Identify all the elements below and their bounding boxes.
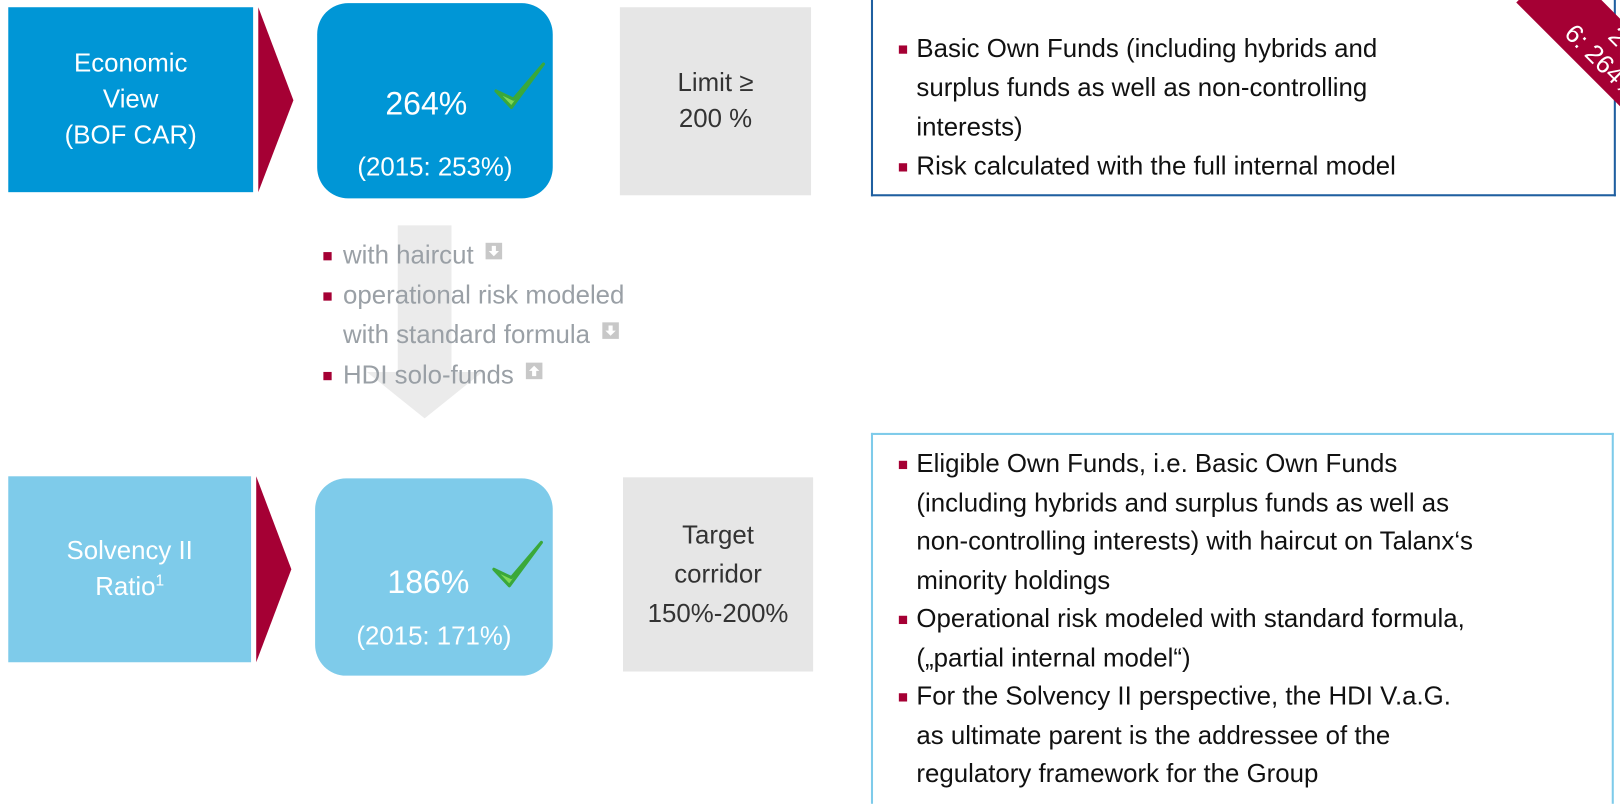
change-icon bbox=[602, 322, 619, 339]
ribbon: 20 6: 264% bbox=[1488, 0, 1620, 114]
bullet bbox=[898, 615, 908, 625]
bullet-text: (including hybrids and surplus funds as … bbox=[916, 488, 1450, 518]
label-line: Ratio1 bbox=[95, 569, 164, 605]
bullet-text: Operational risk modeled with standard f… bbox=[916, 604, 1465, 634]
limit-line: 150%-200% bbox=[647, 599, 789, 629]
bullet bbox=[898, 460, 908, 470]
bullet-text: Eligible Own Funds, i.e. Basic Own Funds bbox=[916, 449, 1398, 479]
bullet bbox=[898, 693, 908, 702]
ratio-box: 186% (2015: 171%) bbox=[315, 478, 553, 676]
change-icon bbox=[486, 242, 503, 260]
bullet-text: as ultimate parent is the addressee of t… bbox=[916, 720, 1391, 750]
bullet-text: interests) bbox=[916, 112, 1023, 142]
bullet-text: operational risk modeled bbox=[343, 281, 625, 310]
limit-box: Limit ≥ 200 % bbox=[619, 7, 812, 196]
bullet bbox=[323, 371, 332, 381]
limit-line: Target bbox=[682, 520, 754, 550]
bullet bbox=[323, 252, 332, 261]
bullet-text: („partial internal model“) bbox=[916, 643, 1191, 673]
bullet-text: regulatory framework for the Group bbox=[916, 759, 1319, 789]
bullet-text: with standard formula bbox=[343, 320, 590, 350]
ratio-box: 264% (2015: 253%) bbox=[317, 3, 553, 199]
bullet bbox=[323, 292, 332, 301]
label-line-text: Ratio bbox=[95, 572, 156, 602]
bullet-text: minority holdings bbox=[916, 565, 1111, 595]
chevron bbox=[258, 7, 294, 193]
limit-line: 200 % bbox=[678, 104, 753, 134]
label-line: (BOF CAR) bbox=[64, 120, 197, 150]
label-line: Solvency II bbox=[66, 536, 193, 566]
ribbon-band: 20 6: 264% bbox=[1516, 0, 1620, 114]
down-arrow bbox=[366, 225, 483, 419]
footnote-mark: 1 bbox=[155, 572, 165, 590]
chevron bbox=[256, 476, 292, 663]
bullet-text: non-controlling interests) with haircut … bbox=[916, 526, 1473, 556]
change-icon bbox=[526, 362, 543, 380]
limit-box: Target corridor 150%-200% bbox=[622, 477, 814, 672]
bullet bbox=[898, 163, 908, 172]
label-line: View bbox=[102, 84, 159, 114]
solvency-box: Solvency II Ratio1 bbox=[8, 476, 252, 663]
bullet-text: Basic Own Funds (including hybrids and bbox=[916, 34, 1378, 64]
bullet-text: surplus funds as well as non-controlling bbox=[916, 73, 1368, 103]
ratio: 186% bbox=[387, 564, 470, 601]
check-mark bbox=[494, 62, 545, 109]
check-mark bbox=[492, 540, 543, 588]
previous: (2015: 253%) bbox=[357, 152, 513, 182]
ratio: 264% bbox=[385, 85, 468, 122]
previous: (2015: 171%) bbox=[356, 621, 512, 651]
limit-line: corridor bbox=[674, 559, 762, 589]
bullet-text: HDI solo-funds bbox=[343, 360, 514, 390]
economic-view-box: Economic View (BOF CAR) bbox=[8, 7, 254, 193]
label-line: Economic bbox=[73, 48, 188, 78]
bottom-text-box bbox=[870, 432, 1614, 804]
bullet-text: Risk calculated with the full internal m… bbox=[916, 151, 1396, 181]
bullet-text: For the Solvency II perspective, the HDI… bbox=[916, 681, 1451, 711]
limit-line: Limit ≥ bbox=[677, 68, 754, 98]
bullet bbox=[898, 45, 908, 54]
bullet-text: with haircut bbox=[343, 240, 474, 270]
